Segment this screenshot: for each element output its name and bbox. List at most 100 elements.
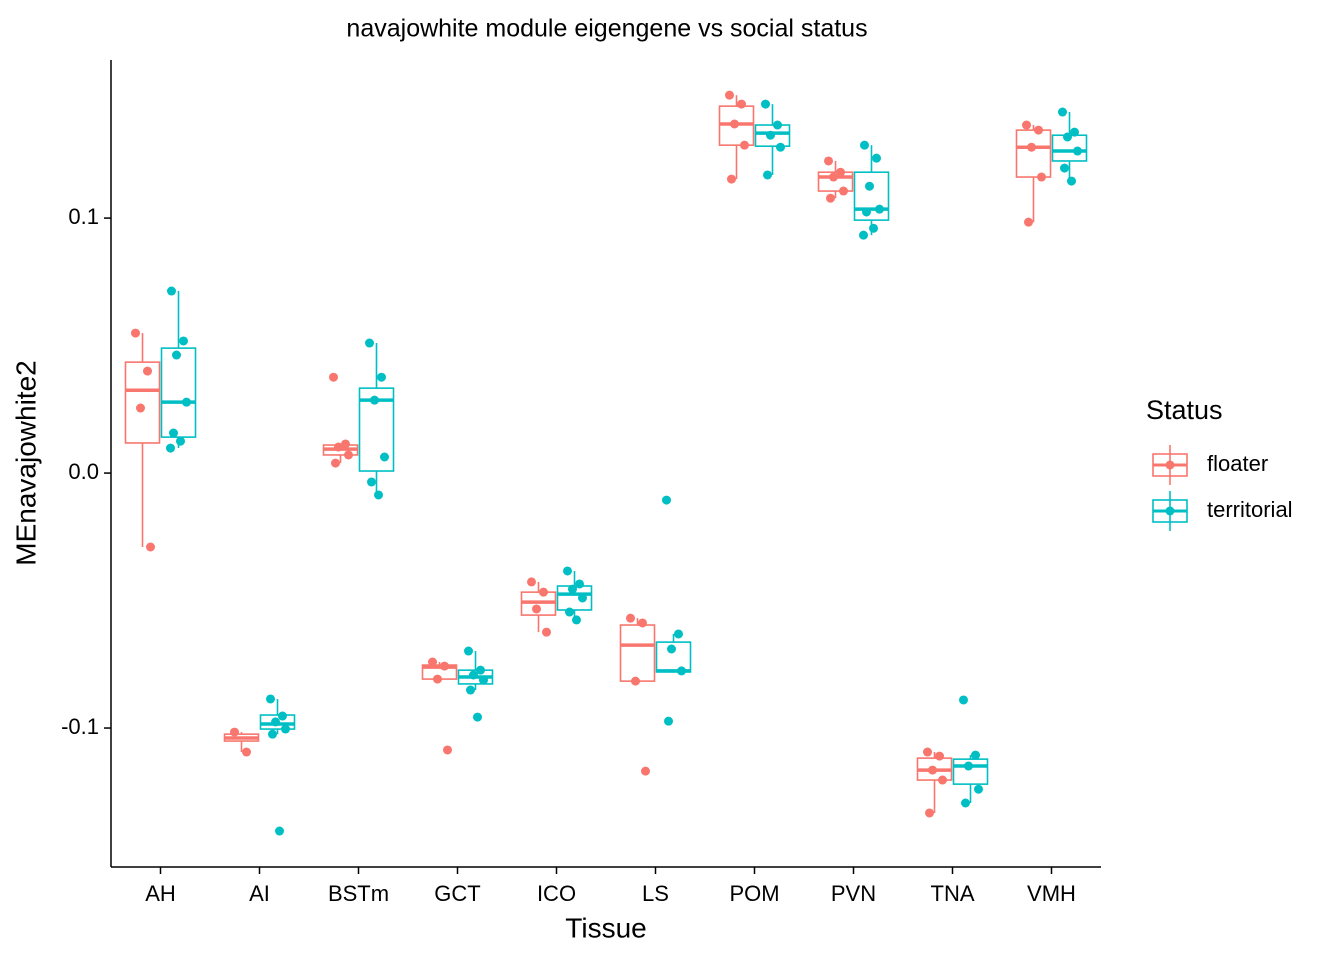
point xyxy=(281,724,290,734)
point xyxy=(761,99,770,109)
point xyxy=(176,436,185,446)
point xyxy=(824,156,833,166)
y-axis-label: MEnavajowhite2 xyxy=(10,360,41,565)
point xyxy=(725,90,734,100)
legend-label: floater xyxy=(1207,451,1268,476)
point xyxy=(727,174,736,184)
legend-key-point xyxy=(1165,460,1175,470)
point xyxy=(1058,107,1067,117)
point xyxy=(131,328,140,338)
point xyxy=(370,395,379,405)
point xyxy=(859,230,868,240)
box xyxy=(1015,129,1052,178)
point xyxy=(959,695,968,705)
point xyxy=(1073,146,1082,156)
point xyxy=(565,607,574,617)
point xyxy=(674,629,683,639)
point xyxy=(169,428,178,438)
point xyxy=(1067,176,1076,186)
point xyxy=(479,675,488,685)
point xyxy=(278,711,287,721)
point xyxy=(341,439,350,449)
x-tick-label: GCT xyxy=(434,881,480,906)
point xyxy=(641,766,650,776)
point xyxy=(179,336,188,346)
point xyxy=(428,657,437,667)
point xyxy=(527,577,536,587)
point xyxy=(766,130,775,140)
point xyxy=(860,140,869,150)
point xyxy=(464,646,473,656)
point xyxy=(377,372,386,382)
point xyxy=(143,366,152,376)
point xyxy=(1070,127,1079,137)
point xyxy=(677,666,686,676)
x-tick-label: BSTm xyxy=(328,881,389,906)
x-tick-label: VMH xyxy=(1027,881,1076,906)
point xyxy=(974,784,983,794)
point xyxy=(869,223,878,233)
point xyxy=(826,193,835,203)
point xyxy=(730,119,739,129)
x-tick-label: AI xyxy=(249,881,270,906)
point xyxy=(136,403,145,413)
point xyxy=(466,685,475,695)
point xyxy=(964,761,973,771)
point xyxy=(667,644,676,654)
box xyxy=(124,361,161,444)
point xyxy=(836,167,845,177)
point xyxy=(1037,172,1046,182)
point xyxy=(476,665,485,675)
point xyxy=(275,826,284,836)
box xyxy=(853,171,890,221)
point xyxy=(1060,163,1069,173)
point xyxy=(242,747,251,757)
point xyxy=(961,798,970,808)
point xyxy=(443,745,452,755)
point xyxy=(433,674,442,684)
point xyxy=(928,765,937,775)
point xyxy=(935,751,944,761)
point xyxy=(865,181,874,191)
box xyxy=(160,347,197,438)
point xyxy=(776,142,785,152)
point xyxy=(172,350,181,360)
point xyxy=(925,808,934,818)
point xyxy=(971,750,980,760)
point xyxy=(662,495,671,505)
point xyxy=(380,452,389,462)
point xyxy=(1022,120,1031,130)
point xyxy=(740,140,749,150)
point xyxy=(923,747,932,757)
point xyxy=(875,204,884,214)
point xyxy=(367,477,376,487)
legend-key-point xyxy=(1165,506,1175,516)
point xyxy=(331,458,340,468)
point xyxy=(146,542,155,552)
point xyxy=(329,372,338,382)
point xyxy=(532,604,541,614)
point xyxy=(938,775,947,785)
point xyxy=(230,727,239,737)
point xyxy=(664,716,673,726)
point xyxy=(578,593,587,603)
point xyxy=(872,153,881,163)
point xyxy=(568,584,577,594)
x-tick-label: LS xyxy=(642,881,669,906)
point xyxy=(575,579,584,589)
point xyxy=(1024,217,1033,227)
point xyxy=(572,615,581,625)
point xyxy=(334,442,343,452)
y-tick-label: 0.1 xyxy=(68,204,99,229)
x-tick-label: TNA xyxy=(931,881,975,906)
point xyxy=(839,186,848,196)
legend-title: Status xyxy=(1146,395,1223,425)
point xyxy=(167,286,176,296)
y-tick-label: -0.1 xyxy=(61,714,99,739)
point xyxy=(344,450,353,460)
point xyxy=(542,627,551,637)
chart-title: navajowhite module eigengene vs social s… xyxy=(346,15,867,43)
point xyxy=(469,670,478,680)
point xyxy=(374,490,383,500)
